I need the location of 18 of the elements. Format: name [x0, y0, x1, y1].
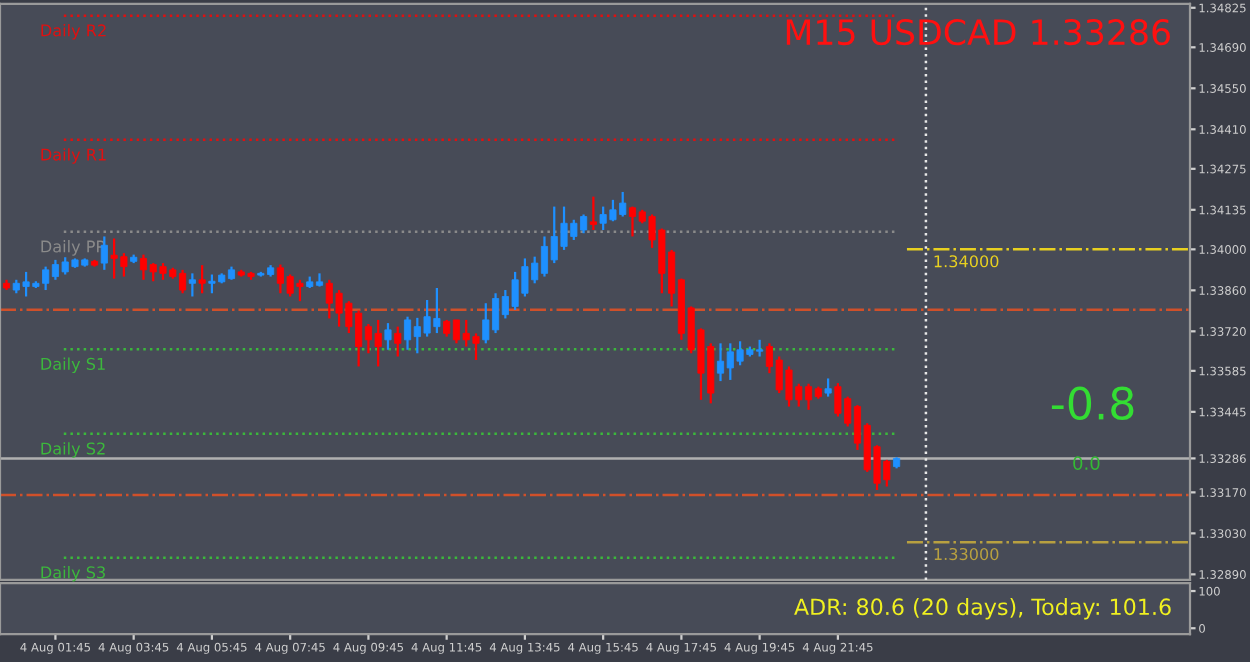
ref-line-label: Daily S3 [41, 565, 105, 582]
chart-title: M15 USDCAD 1.33286 [786, 18, 1170, 46]
ref-line-label: Daily S1 [41, 357, 105, 374]
ref-line-label: Daily S2 [41, 442, 105, 458]
candlestick [824, 377, 832, 398]
candlestick [198, 264, 206, 295]
candlestick [384, 322, 392, 351]
ref-line-label: 1.33000 [934, 547, 999, 561]
ref-line-label: 1.34000 [934, 255, 999, 268]
annotation: 0.0 [1073, 456, 1100, 470]
candlestick [100, 235, 108, 271]
annotation: -0.8 [1051, 386, 1134, 421]
annotation: ADR: 80.6 (20 days), Today: 101.6 [794, 597, 1171, 620]
ref-line-label: Daily R1 [41, 148, 106, 164]
candlestick [589, 195, 597, 232]
candlestick [188, 272, 196, 298]
candlestick [394, 325, 402, 358]
ref-line-label: Daily R2 [41, 24, 106, 40]
